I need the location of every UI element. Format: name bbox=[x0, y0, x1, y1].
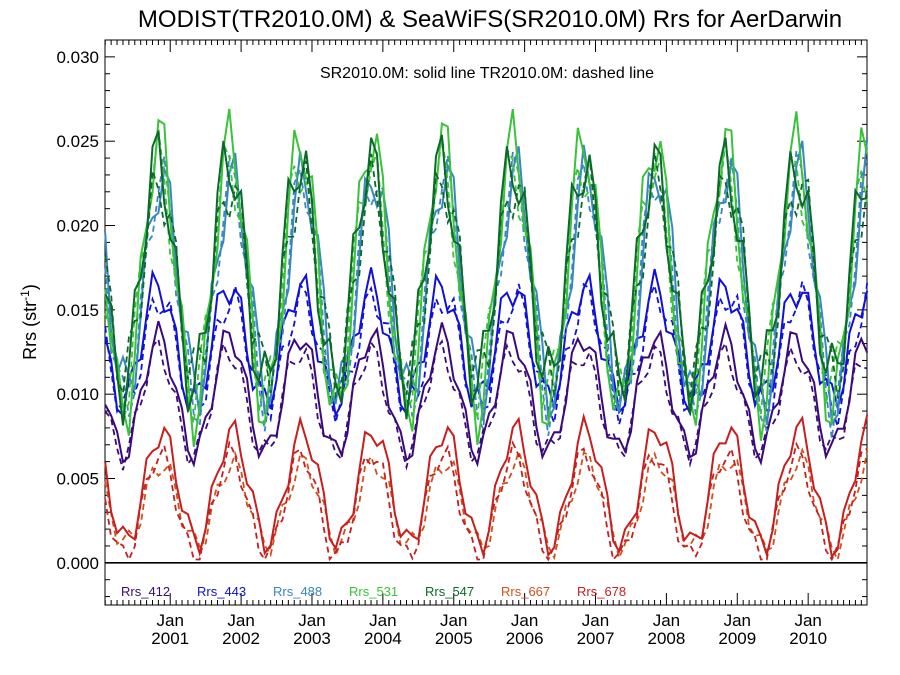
x-tick-month: Jan bbox=[227, 611, 254, 630]
series-line-rrs-678-dashed bbox=[104, 439, 868, 562]
legend-item-rrs-547: Rrs_547 bbox=[425, 584, 474, 599]
legend-item-rrs-678: Rrs_678 bbox=[577, 584, 626, 599]
x-tick-month: Jan bbox=[724, 611, 751, 630]
x-tick-year: 2009 bbox=[718, 629, 756, 648]
line-style-annotation: SR2010.0M: solid line TR2010.0M: dashed … bbox=[320, 65, 654, 82]
y-tick-label: 0.030 bbox=[56, 48, 99, 67]
y-tick-label: 0.010 bbox=[56, 385, 99, 404]
y-axis-label: Rrs (str-1) bbox=[18, 284, 40, 360]
x-tick-year: 2007 bbox=[577, 629, 615, 648]
legend-item-rrs-443: Rrs_443 bbox=[197, 584, 246, 599]
x-tick-month: Jan bbox=[794, 611, 821, 630]
series-line-rrs-412-solid bbox=[104, 320, 869, 468]
y-tick-label: 0.000 bbox=[56, 554, 99, 573]
x-tick-month: Jan bbox=[298, 611, 325, 630]
axis-ticks bbox=[104, 40, 867, 605]
legend-item-rrs-488: Rrs_488 bbox=[273, 584, 322, 599]
series-layer bbox=[104, 108, 869, 563]
x-tick-year: 2004 bbox=[364, 629, 402, 648]
legend-item-rrs-412: Rrs_412 bbox=[121, 584, 170, 599]
series-line-rrs-547-solid bbox=[104, 130, 868, 426]
x-tick-month: Jan bbox=[440, 611, 467, 630]
x-tick-year: 2003 bbox=[293, 629, 331, 648]
x-tick-year: 2005 bbox=[435, 629, 473, 648]
legend-item-rrs-667: Rrs_667 bbox=[501, 584, 550, 599]
x-tick-year: 2001 bbox=[151, 629, 189, 648]
x-tick-year: 2010 bbox=[789, 629, 827, 648]
x-tick-month: Jan bbox=[511, 611, 538, 630]
x-tick-labels: Jan2001Jan2002Jan2003Jan2004Jan2005Jan20… bbox=[151, 611, 827, 648]
y-tick-labels: 0.000 0.005 0.010 0.015 0.020 0.025 0.030 bbox=[56, 48, 99, 573]
series-line-rrs-412-dashed bbox=[104, 337, 868, 471]
series-line-rrs-531-solid bbox=[104, 108, 869, 447]
y-axis-label-superscript: -1 bbox=[18, 290, 32, 301]
x-tick-month: Jan bbox=[582, 611, 609, 630]
y-tick-label: 0.005 bbox=[56, 470, 99, 489]
legend-item-rrs-531: Rrs_531 bbox=[349, 584, 398, 599]
y-tick-label: 0.025 bbox=[56, 132, 99, 151]
y-axis-label-main: Rrs (str bbox=[20, 301, 40, 360]
series-line-rrs-678-solid bbox=[104, 412, 869, 559]
series-line-rrs-443-dashed bbox=[104, 281, 869, 427]
x-tick-month: Jan bbox=[653, 611, 680, 630]
legend: Rrs_412 Rrs_443 Rrs_488 Rrs_531 Rrs_547 Rrs_6… bbox=[121, 584, 626, 599]
x-tick-year: 2008 bbox=[647, 629, 685, 648]
series-line-rrs-547-dashed bbox=[104, 152, 869, 401]
x-tick-year: 2006 bbox=[506, 629, 544, 648]
x-tick-year: 2002 bbox=[222, 629, 260, 648]
chart-title: MODIST(TR2010.0M) & SeaWiFS(SR2010.0M) R… bbox=[138, 6, 842, 33]
y-tick-label: 0.015 bbox=[56, 301, 99, 320]
plot-frame bbox=[104, 39, 868, 606]
x-tick-month: Jan bbox=[157, 611, 184, 630]
y-tick-label: 0.020 bbox=[56, 217, 99, 236]
y-axis-label-close: ) bbox=[20, 284, 40, 290]
x-tick-month: Jan bbox=[369, 611, 396, 630]
